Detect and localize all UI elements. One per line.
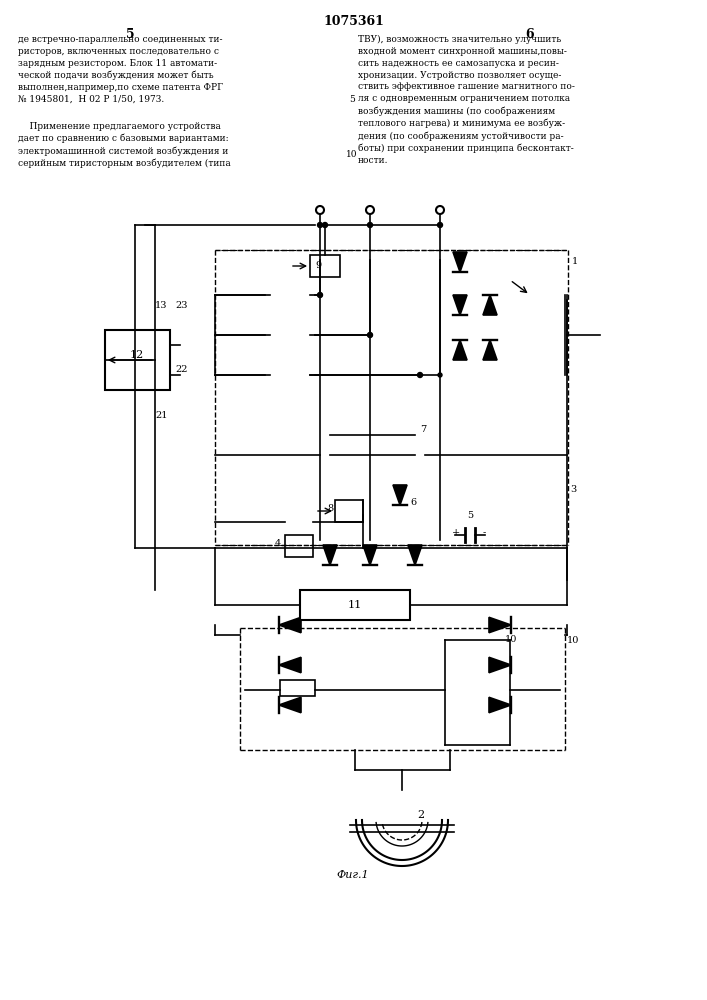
Text: 23: 23	[175, 300, 187, 310]
Circle shape	[318, 293, 322, 297]
Text: +: +	[452, 528, 460, 537]
Text: 10: 10	[346, 150, 358, 159]
Polygon shape	[453, 340, 467, 360]
Polygon shape	[483, 295, 497, 315]
Circle shape	[368, 223, 373, 228]
Text: 21: 21	[155, 410, 168, 420]
Bar	[335, 500, 363, 522]
Text: Фиг.1: Фиг.1	[337, 870, 369, 880]
Text: 13: 13	[155, 300, 168, 310]
Polygon shape	[279, 617, 301, 633]
Circle shape	[368, 333, 372, 337]
Polygon shape	[453, 295, 467, 315]
Polygon shape	[279, 697, 301, 713]
Polygon shape	[393, 485, 407, 505]
Circle shape	[438, 373, 442, 377]
Polygon shape	[408, 545, 422, 565]
Polygon shape	[453, 252, 467, 272]
Polygon shape	[323, 545, 337, 565]
Circle shape	[322, 223, 327, 228]
Text: 4: 4	[275, 539, 281, 548]
Bar	[285, 535, 313, 557]
Text: Применение предлагаемого устройства
дает по сравнению с базовыми вариантами:
эле: Применение предлагаемого устройства дает…	[18, 110, 230, 168]
Polygon shape	[363, 545, 377, 565]
Polygon shape	[489, 697, 511, 713]
Circle shape	[418, 372, 423, 377]
Circle shape	[317, 292, 322, 298]
Polygon shape	[483, 340, 497, 360]
Polygon shape	[489, 617, 511, 633]
Text: 1: 1	[572, 257, 578, 266]
Text: 12: 12	[130, 350, 144, 360]
Text: 10: 10	[567, 636, 579, 645]
Text: 8: 8	[327, 504, 333, 513]
Polygon shape	[279, 657, 301, 673]
Text: 3: 3	[570, 486, 576, 494]
Polygon shape	[489, 657, 511, 673]
Text: 2: 2	[417, 810, 424, 820]
Bar	[280, 680, 315, 696]
Circle shape	[317, 223, 322, 228]
Text: 5: 5	[126, 28, 134, 41]
Text: 1075361: 1075361	[323, 15, 384, 28]
Text: 22: 22	[175, 365, 187, 374]
Text: 5: 5	[349, 95, 355, 104]
Text: -: -	[482, 528, 486, 537]
Text: де встречно-параллельно соединенных ти-
ристоров, включенных последовательно с
з: де встречно-параллельно соединенных ти- …	[18, 35, 223, 104]
Bar	[310, 255, 340, 277]
Text: 5: 5	[467, 511, 473, 520]
Text: 6: 6	[526, 28, 534, 41]
Text: ТВУ), возможность значительно улучшить
входной момент синхронной машины,повы-
си: ТВУ), возможность значительно улучшить в…	[358, 35, 575, 165]
Circle shape	[368, 332, 373, 338]
Text: 10: 10	[505, 635, 518, 644]
Bar	[105, 330, 170, 390]
Text: 6: 6	[410, 498, 416, 507]
Bar	[300, 590, 410, 620]
Text: 7: 7	[420, 426, 426, 434]
Text: 11: 11	[348, 600, 362, 610]
Text: 9: 9	[315, 261, 321, 270]
Circle shape	[438, 223, 443, 228]
